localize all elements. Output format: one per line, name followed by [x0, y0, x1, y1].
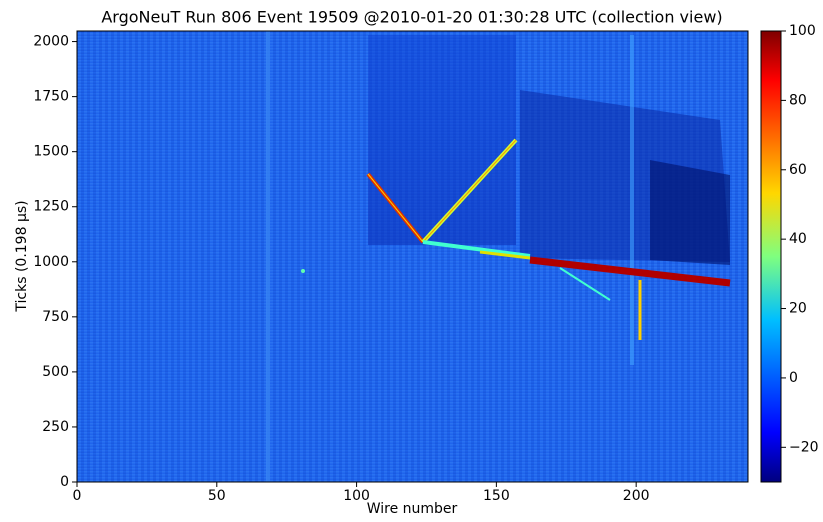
y-tick-label: 250 — [42, 419, 69, 435]
x-tick-label: 50 — [208, 488, 226, 504]
colorbar-tick-label: 100 — [789, 23, 816, 39]
colorbar-tick-label: −20 — [789, 439, 819, 455]
plot-frame — [76, 30, 749, 483]
x-tick-label: 200 — [623, 488, 650, 504]
colorbar-tick-label: 40 — [789, 231, 807, 247]
y-tick-label: 750 — [42, 309, 69, 325]
colorbar — [760, 30, 782, 483]
y-tick-label: 0 — [60, 474, 69, 490]
heatmap-image — [77, 31, 748, 482]
y-tick-label: 500 — [42, 364, 69, 380]
colorbar-tick-label: 20 — [789, 301, 807, 317]
y-tick-label: 1500 — [33, 144, 69, 160]
y-tick-label: 2000 — [33, 34, 69, 50]
y-tick-label: 1000 — [33, 254, 69, 270]
colorbar-tick-label: 80 — [789, 92, 807, 108]
chart-title: ArgoNeuT Run 806 Event 19509 @2010-01-20… — [101, 8, 722, 27]
x-tick-label: 0 — [73, 488, 82, 504]
y-tick-label: 1750 — [33, 89, 69, 105]
x-tick-label: 150 — [483, 488, 510, 504]
x-tick-label: 100 — [343, 488, 370, 504]
colorbar-tick-label: 60 — [789, 162, 807, 178]
y-axis-label: Ticks (0.198 μs) — [14, 200, 30, 312]
y-tick-label: 1250 — [33, 199, 69, 215]
x-axis-label: Wire number — [367, 501, 458, 517]
colorbar-tick-label: 0 — [789, 370, 798, 386]
